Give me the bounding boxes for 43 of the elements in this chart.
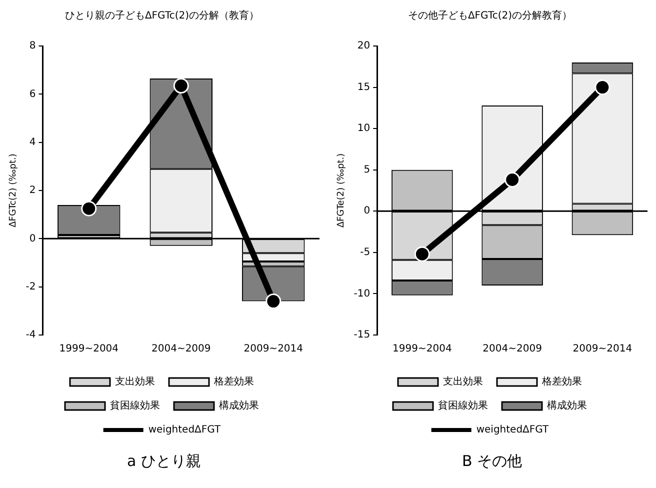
legend-label: 支出効果 — [115, 376, 155, 388]
y-tick-label: 6 — [29, 88, 36, 100]
y-axis-title: ΔFGTc(2) (‰pt.) — [8, 154, 19, 228]
y-tick-label: 2 — [29, 185, 36, 196]
chart-title: ひとり親の子どもΔFGTc(2)の分解（教育） — [64, 10, 260, 22]
point — [414, 246, 430, 262]
y-tick-label: -4 — [26, 330, 36, 341]
point — [594, 80, 610, 96]
point — [81, 200, 97, 216]
y-tick-label: 0 — [364, 206, 370, 217]
legend-label: 貧困線効果 — [110, 400, 160, 412]
legend-label: 構成効果 — [219, 400, 259, 412]
x-tick-label: 2009~2014 — [244, 344, 304, 355]
text: B その他 — [460, 452, 524, 471]
text: a ひとり親 — [126, 452, 202, 471]
x-tick-label: 1999~2004 — [59, 344, 119, 355]
y-tick-label: -15 — [354, 330, 370, 341]
x-tick-label: 2009~2014 — [572, 344, 632, 355]
x-tick-label: 1999~2004 — [392, 344, 452, 355]
chart-title: その他子どもΔFGTc(2)の分解教育） — [408, 10, 572, 22]
y-tick-label: 20 — [357, 40, 370, 52]
legend-label: 構成効果 — [547, 400, 587, 412]
point — [504, 172, 520, 188]
point — [173, 78, 189, 94]
y-tick-label: -2 — [26, 281, 36, 292]
y-tick-label: 15 — [357, 82, 370, 93]
y-tick-label: 0 — [29, 233, 36, 244]
y-tick-label: 10 — [357, 123, 370, 134]
point — [266, 294, 282, 310]
legend-label: 格差効果 — [213, 376, 254, 388]
y-tick-label: 4 — [29, 136, 36, 148]
y-tick-label: 8 — [29, 40, 36, 52]
legend-label: 支出効果 — [443, 376, 483, 388]
y-tick-label: 5 — [364, 164, 370, 176]
x-tick-label: 2004~2009 — [482, 344, 542, 355]
y-axis-title: ΔFGTe(2) (‰pt.) — [336, 153, 347, 228]
legend-label: 貧困線効果 — [438, 400, 488, 412]
legend-label: weightedΔFGT — [476, 424, 550, 436]
y-tick-label: -10 — [354, 288, 370, 300]
y-tick-label: -5 — [360, 247, 370, 258]
legend-label: weightedΔFGT — [148, 424, 222, 436]
x-tick-label: 2004~2009 — [151, 344, 211, 355]
legend-label: 格差効果 — [541, 376, 582, 388]
